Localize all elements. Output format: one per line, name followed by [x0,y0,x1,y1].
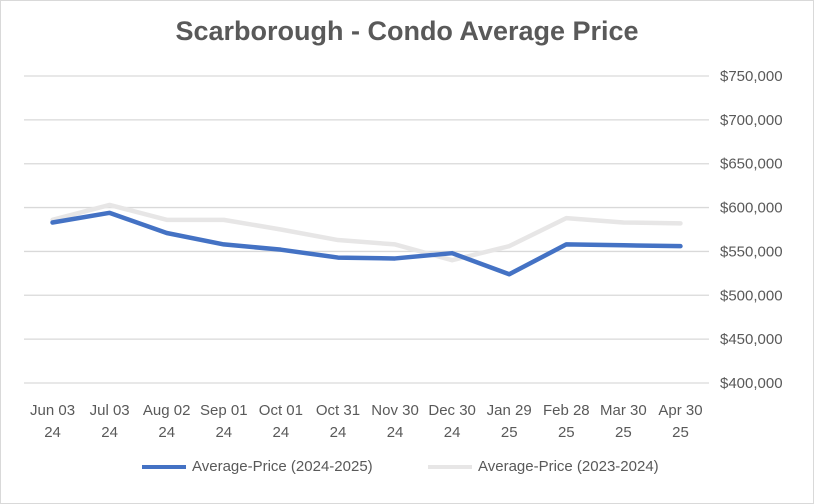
legend-label: Average-Price (2024-2025) [192,458,373,475]
x-tick-label: 25 [672,424,689,441]
x-tick-label: Aug 02 [143,402,191,419]
legend-swatch [142,464,186,469]
series-line-1 [50,202,683,263]
x-tick-label: Dec 30 [428,402,476,419]
y-tick-label: $750,000 [720,68,783,85]
x-tick-label: 24 [273,424,290,441]
x-tick-label: Apr 30 [658,402,702,419]
x-tick-label: 24 [215,424,232,441]
legend-item: Average-Price (2024-2025) [142,458,373,475]
x-tick-label: 24 [330,424,347,441]
x-tick-label: Jun 03 [30,402,75,419]
legend-item: Average-Price (2023-2024) [428,458,659,475]
legend-swatch [428,464,472,469]
series-line-0 [50,210,683,277]
y-tick-label: $650,000 [720,156,783,173]
x-tick-label: 24 [44,424,61,441]
x-tick-label: 24 [444,424,461,441]
x-tick-label: 25 [615,424,632,441]
x-tick-label: Oct 31 [316,402,360,419]
y-tick-label: $450,000 [720,331,783,348]
x-tick-label: Feb 28 [543,402,590,419]
x-tick-label: Jan 29 [487,402,532,419]
y-tick-label: $700,000 [720,112,783,129]
x-tick-label: Oct 01 [259,402,303,419]
x-tick-label: 24 [387,424,404,441]
y-tick-label: $500,000 [720,287,783,304]
x-tick-label: 24 [101,424,118,441]
y-tick-label: $400,000 [720,375,783,392]
x-tick-label: 24 [158,424,175,441]
y-tick-label: $600,000 [720,200,783,217]
x-tick-label: Jul 03 [90,402,130,419]
x-tick-label: Sep 01 [200,402,248,419]
x-tick-label: Mar 30 [600,402,647,419]
x-tick-label: Nov 30 [371,402,419,419]
chart-title: Scarborough - Condo Average Price [175,16,639,46]
x-tick-label: 25 [558,424,575,441]
x-tick-label: 25 [501,424,518,441]
legend-label: Average-Price (2023-2024) [478,458,659,475]
y-tick-label: $550,000 [720,243,783,260]
